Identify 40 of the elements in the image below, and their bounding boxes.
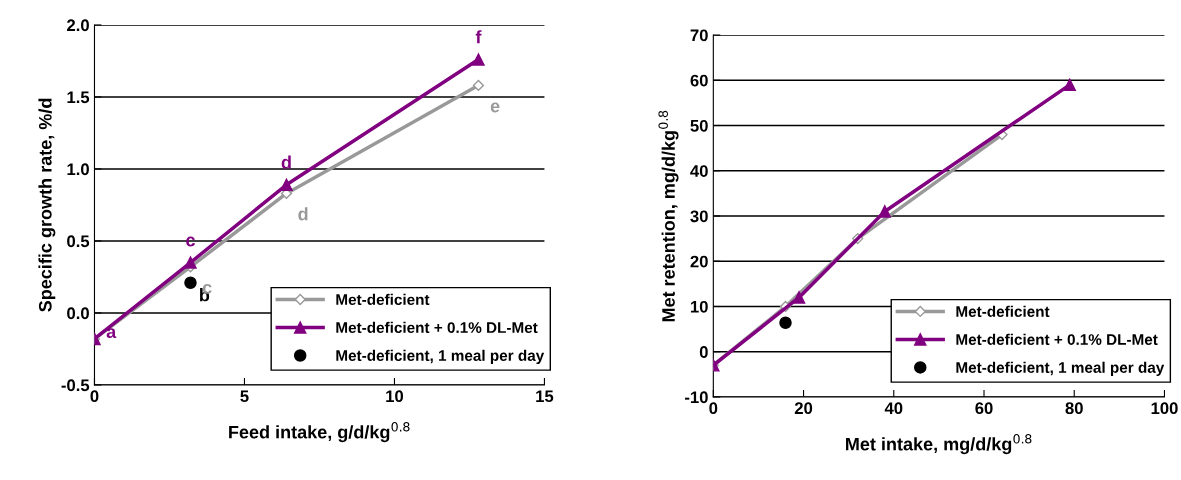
x-tick-label: 0 [709, 402, 718, 415]
x-tick-label: 15 [536, 390, 554, 403]
x-axis-title: Met intake, mg/d/kg$^{0.8}$ [846, 434, 1032, 455]
x-tick-label: 60 [975, 402, 993, 415]
y-axis-title: Met retention, mg/d/kg$^{0.8}$ [658, 110, 679, 322]
annotation: e [490, 102, 500, 113]
y-tick-label: 60 [690, 74, 708, 87]
y-tick-label: 0.5 [67, 235, 90, 248]
legend-label: Met-deficient, 1 meal per day [956, 361, 1165, 376]
x-tick-label: 100 [1151, 402, 1178, 415]
legend-label: Met-deficient + 0.1% DL-Met [956, 333, 1158, 345]
y-tick-label: 2.0 [67, 19, 89, 32]
x-axis-title: Feed intake, g/d/kg$^{0.8}$ [229, 422, 410, 443]
legend-label: Met-deficient [336, 293, 430, 306]
y-tick-label: 1.0 [67, 163, 89, 176]
x-tick-label: 0 [90, 390, 99, 403]
legend-label: Met-deficient + 0.1% DL-Met [336, 321, 538, 333]
x-tick-label: 20 [794, 402, 813, 415]
y-tick-label: 40 [690, 165, 708, 177]
y-tick-label: 10 [690, 300, 708, 313]
y-tick-label: -0.5 [61, 379, 90, 392]
legend-label: Met-deficient [956, 305, 1050, 317]
y-tick-label: -10 [685, 391, 708, 404]
annotation: a [106, 328, 117, 339]
x-tick-label: 10 [386, 390, 404, 403]
annotation: d [298, 207, 308, 221]
y-tick-label: 0 [699, 346, 708, 358]
annotation: f [475, 30, 482, 44]
y-tick-label: 50 [690, 119, 708, 132]
x-tick-label: 40 [884, 402, 903, 415]
y-tick-label: 70 [690, 29, 708, 42]
y-axis-title: Specific growth rate, %/d [38, 98, 56, 312]
annotation: d [281, 155, 291, 169]
y-tick-label: 20 [690, 255, 708, 268]
x-tick-label: 80 [1065, 402, 1083, 415]
legend-label: Met-deficient, 1 meal per day [336, 349, 545, 365]
y-tick-label: 1.5 [67, 91, 90, 104]
x-tick-label: 5 [240, 390, 249, 403]
y-tick-label: 30 [690, 210, 708, 223]
y-tick-label: 0.0 [67, 307, 89, 320]
